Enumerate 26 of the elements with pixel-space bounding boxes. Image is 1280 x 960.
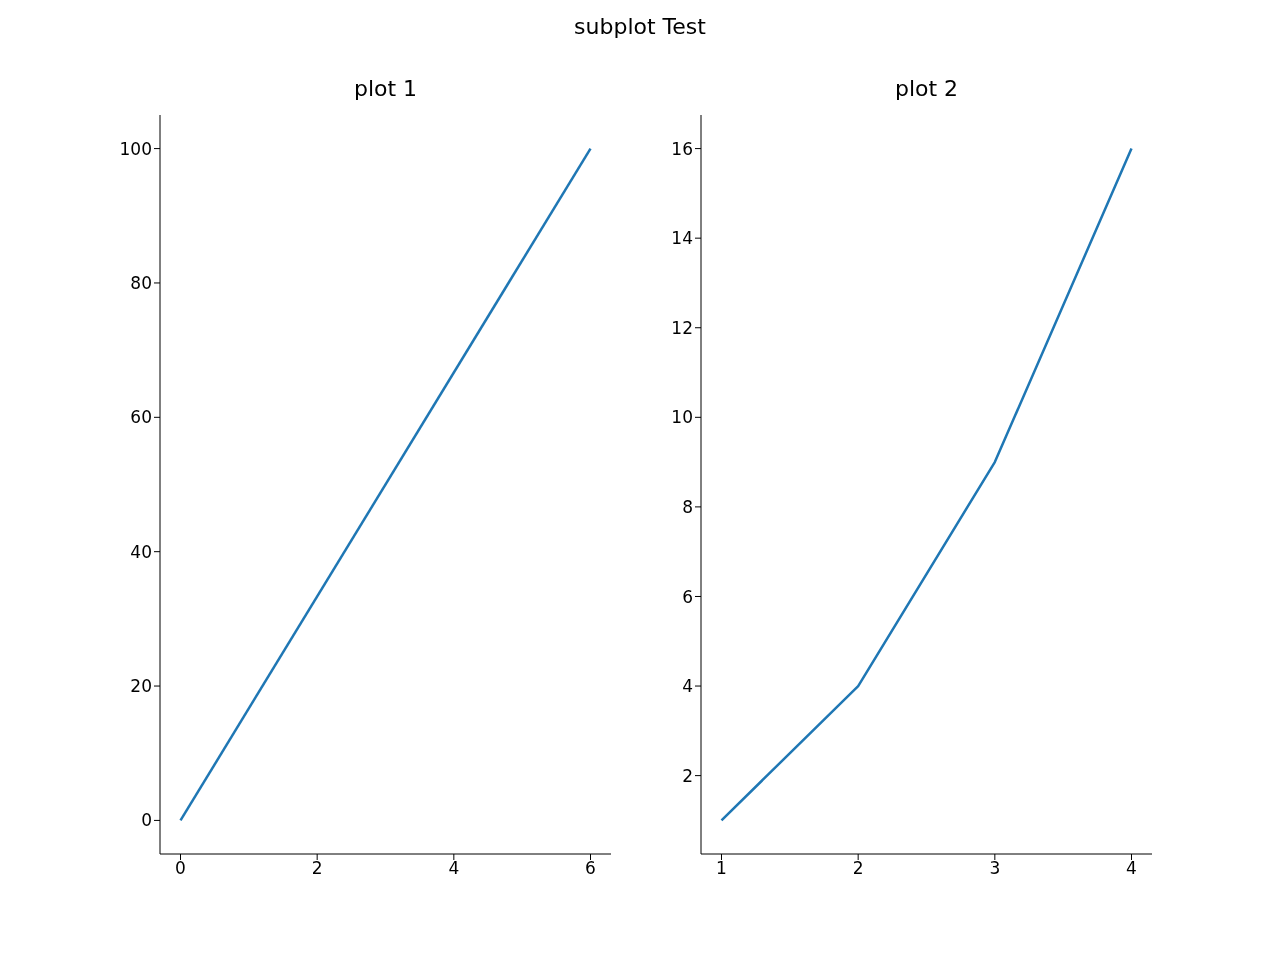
- y-tick-label: 80: [130, 272, 152, 293]
- y-tick-label: 40: [130, 541, 152, 562]
- x-tick-label: 4: [448, 858, 460, 879]
- x-tick-label: 3: [989, 858, 1001, 879]
- y-tick-label: 14: [671, 228, 693, 249]
- x-tick-label: 2: [852, 858, 864, 879]
- x-tick-label: 0: [175, 858, 186, 879]
- y-tick-label: 0: [141, 810, 152, 831]
- y-tick-label: 20: [130, 676, 152, 697]
- y-tick-label: 6: [682, 586, 693, 607]
- chart-title: plot 2: [893, 75, 960, 103]
- x-tick-label: 6: [585, 858, 596, 879]
- text: subplot Test: [573, 14, 707, 39]
- y-tick-label: 8: [682, 496, 693, 517]
- line-series: [720, 147, 1133, 822]
- y-tick-label: 60: [130, 407, 152, 428]
- y-tick-label: 2: [682, 765, 693, 786]
- x-tick-label: 4: [1126, 858, 1137, 879]
- chart-title: plot 1: [352, 75, 419, 103]
- y-tick-label: 100: [119, 138, 152, 159]
- y-tick-label: 10: [671, 407, 693, 428]
- x-tick-label: 1: [716, 858, 727, 879]
- y-tick-label: 4: [682, 676, 693, 697]
- x-tick-label: 2: [311, 858, 323, 879]
- y-tick-label: 12: [671, 317, 693, 338]
- y-tick-label: 16: [671, 138, 693, 159]
